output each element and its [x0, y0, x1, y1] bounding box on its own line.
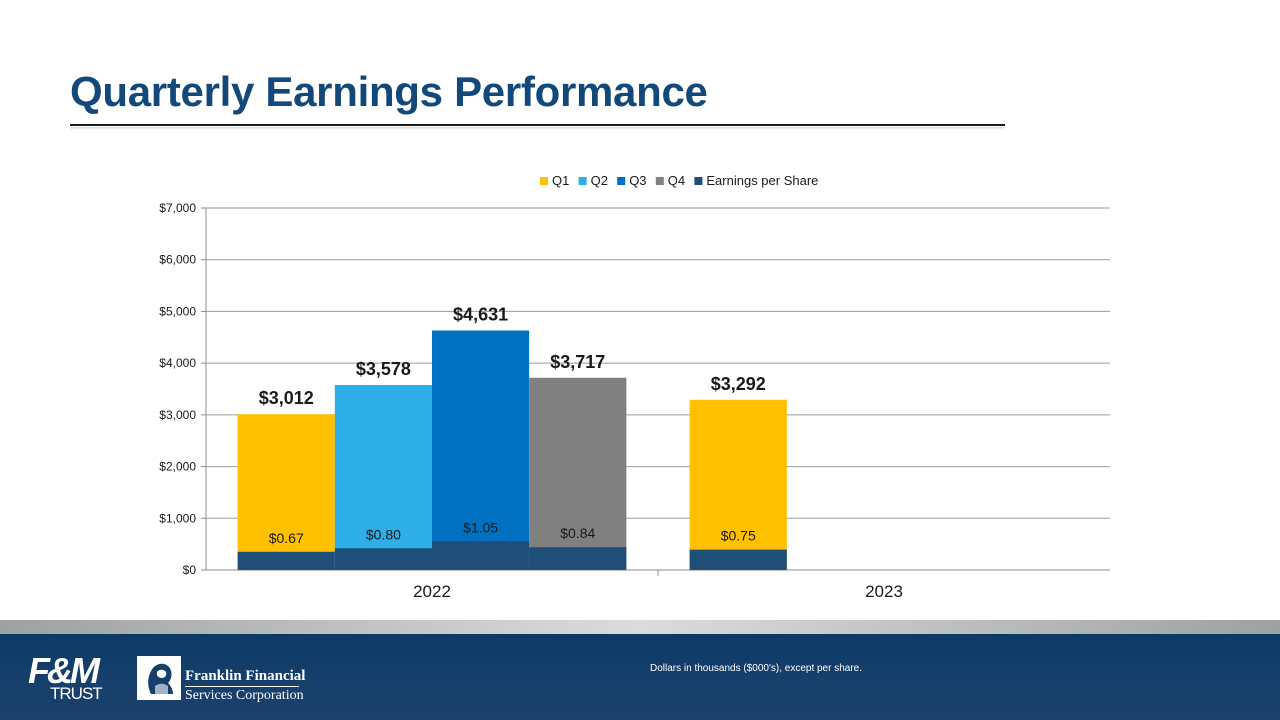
footer-bar: F&M TRUST Franklin Financial Services Co… — [0, 634, 1280, 720]
eps-value-label: $0.80 — [366, 526, 401, 542]
bar-value-label: $3,292 — [711, 374, 766, 394]
franklin-logo-line1: Franklin Financial — [185, 668, 306, 684]
bar-value-label: $3,717 — [550, 352, 605, 372]
eps-value-label: $0.75 — [721, 528, 756, 544]
legend-swatch — [694, 177, 703, 185]
bar-value-label: $3,578 — [356, 359, 411, 379]
y-tick-label: $0 — [183, 563, 197, 577]
legend-label: Q1 — [552, 173, 569, 188]
eps-bar — [432, 541, 530, 570]
bar-q1 — [689, 399, 787, 570]
y-tick-label: $7,000 — [159, 201, 196, 215]
bar-q2 — [334, 384, 432, 570]
bar-q3 — [432, 330, 530, 570]
franklin-logo-line2: Services Corporation — [185, 688, 304, 703]
franklin-portrait-icon — [137, 656, 181, 700]
eps-value-label: $0.84 — [560, 525, 595, 541]
eps-bar — [529, 547, 627, 570]
legend-label: Earnings per Share — [706, 173, 818, 188]
y-tick-label: $6,000 — [159, 253, 196, 267]
bar-value-label: $4,631 — [453, 305, 508, 325]
bar-q4 — [529, 377, 627, 570]
eps-value-label: $1.05 — [463, 519, 498, 535]
x-category-label: 2022 — [413, 582, 451, 601]
legend-swatch — [578, 177, 587, 185]
earnings-chart: $0 $1,000 $2,000 $3,000 $4,000 $5,000 $6,000 $7… — [159, 173, 1110, 601]
legend-label: Q2 — [591, 173, 608, 188]
y-tick-label: $1,000 — [159, 511, 196, 525]
bar-value-label: $3,012 — [259, 388, 314, 408]
title-underline-shadow — [70, 127, 1005, 130]
eps-bar — [689, 549, 787, 570]
y-tick-label: $5,000 — [159, 304, 196, 318]
legend-swatch — [617, 177, 626, 185]
y-tick-label: $4,000 — [159, 356, 196, 370]
legend-swatch — [540, 177, 548, 185]
page-title: Quarterly Earnings Performance — [70, 68, 708, 115]
footer-divider-band — [0, 620, 1280, 634]
bar-q1 — [237, 414, 335, 570]
eps-bar — [334, 548, 432, 570]
footnote: Dollars in thousands ($000's), except pe… — [650, 663, 863, 674]
y-tick-label: $2,000 — [159, 460, 196, 474]
y-tick-label: $3,000 — [159, 408, 196, 422]
fm-trust-logo: F&M TRUST — [28, 650, 112, 704]
fm-logo-trust-text: TRUST — [50, 684, 103, 703]
legend-swatch — [655, 177, 664, 185]
eps-value-label: $0.67 — [269, 530, 304, 546]
eps-bar — [237, 551, 335, 570]
title-underline — [70, 124, 1005, 126]
x-category-label: 2023 — [865, 582, 903, 601]
fm-logo-mark: F&M — [28, 650, 100, 691]
franklin-financial-logo: Franklin Financial Services Corporation — [137, 656, 307, 706]
legend-label: Q3 — [629, 173, 646, 188]
legend-label: Q4 — [668, 173, 685, 188]
